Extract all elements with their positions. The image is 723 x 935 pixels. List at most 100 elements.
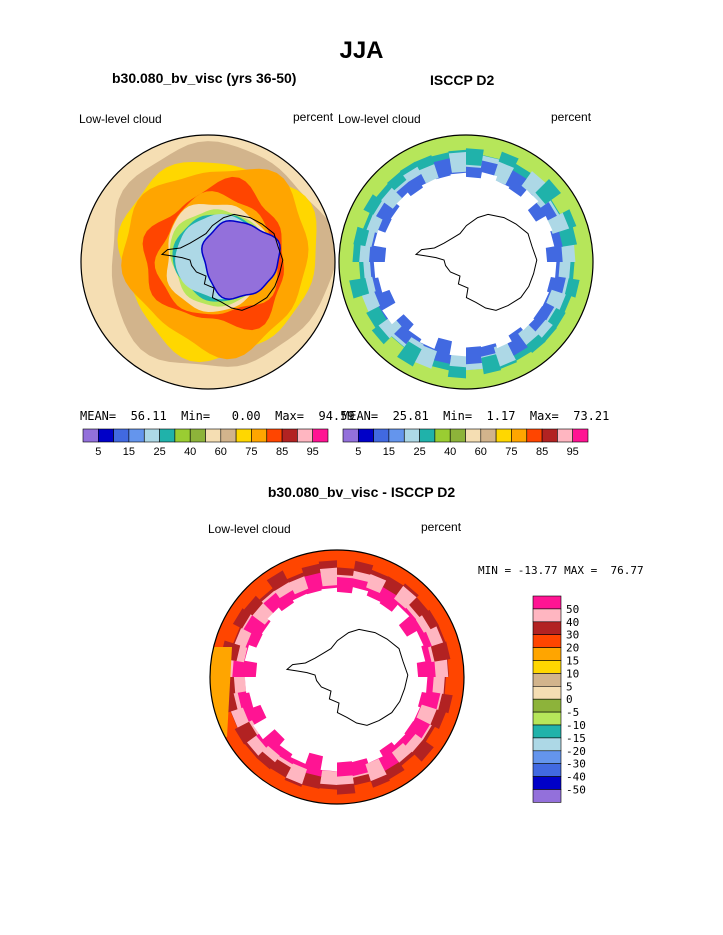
panel-2-map (338, 134, 594, 390)
panel-1-max: 94.59 (318, 409, 355, 423)
panel-3-colorbar-swatch (532, 621, 562, 635)
panel-1-colorbar-swatch (82, 428, 99, 443)
panel-2-colorbar-label: 60 (475, 446, 487, 458)
panel-1-colorbar-swatch (159, 428, 176, 443)
panel-2-colorbar: 5 15 25 40 60 75 85 95 (342, 428, 589, 458)
panel-3-colorbar-label: -40 (566, 771, 586, 784)
panel-2-title: ISCCP D2 (430, 72, 495, 88)
panel-3-missing (244, 587, 428, 772)
panel-3-colorbar-label: 0 (566, 693, 573, 706)
panel-1-colorbar-swatch (189, 428, 206, 443)
panel-2-mean-label: MEAN= (342, 409, 379, 423)
panel-3-left-label: Low-level cloud (208, 522, 291, 536)
panel-3-colorbar-label: -50 (566, 784, 586, 797)
panel-3-colorbar-swatch (532, 789, 562, 803)
panel-2-colorbar-swatch (403, 428, 420, 443)
panel-2-min: 1.17 (486, 409, 516, 423)
panel-3-colorbar-swatch (532, 711, 562, 726)
panel-1-left-label: Low-level cloud (79, 112, 162, 126)
panel-1-colorbar-swatch (174, 428, 191, 443)
panel-1-stats: MEAN= 56.11 Min= 0.00 Max= 94.59 (80, 409, 355, 423)
panel-1-colorbar-label: 15 (123, 446, 135, 458)
panel-2-colorbar-swatch (572, 428, 589, 443)
panel-2-max-label: Max= (529, 409, 559, 423)
panel-2-colorbar-label: 85 (536, 446, 548, 458)
panel-3-colorbar-label: 15 (566, 655, 579, 668)
panel-1-colorbar-label: 85 (276, 446, 288, 458)
panel-2-colorbar-label: 40 (444, 446, 456, 458)
panel-3-right-label: percent (421, 520, 462, 534)
panel-3-colorbar-label: -20 (566, 745, 586, 758)
panel-1-colorbar-swatch (251, 428, 267, 443)
panel-2-colorbar-swatch (465, 428, 482, 443)
panel-1-colorbar-swatch (113, 428, 130, 443)
panel-3-colorbar-label: -10 (566, 719, 586, 732)
panel-1-colorbar-swatch (266, 428, 283, 443)
panel-2-right-label: percent (551, 110, 592, 124)
panel-1-title: b30.080_bv_visc (yrs 36-50) (112, 70, 297, 86)
panel-3-colorbar-label: 20 (566, 642, 579, 655)
panel-3-colorbar-swatch (532, 763, 562, 777)
panel-2-colorbar-swatch (419, 428, 436, 443)
panel-1-interior (201, 220, 281, 300)
panel-2-colorbar-swatch (449, 428, 466, 443)
panel-2-coastline (414, 213, 538, 311)
panel-2-colorbar-label: 25 (413, 446, 425, 458)
panel-3-colorbar-label: 5 (566, 680, 573, 693)
panel-2-colorbar-swatch (495, 428, 512, 443)
panel-1-max-label: Max= (275, 409, 305, 423)
panel-1-colorbar: 5 15 25 40 60 75 85 95 (82, 428, 329, 458)
panel-2-colorbar-swatch (388, 428, 405, 443)
panel-1-colorbar-swatch (281, 428, 298, 443)
panel-3-colorbar-swatch (532, 737, 562, 752)
panel-1-coastline (160, 213, 284, 311)
panel-2-colorbar-swatch (541, 428, 558, 443)
panel-1-colorbar-label: 25 (153, 446, 165, 458)
panel-2-colorbar-label: 15 (383, 446, 395, 458)
panel-3-frame (209, 549, 465, 805)
panel-3-colorbar-label: 30 (566, 629, 579, 642)
panel-1-colorbar-swatch (205, 428, 222, 443)
panel-1-colorbar-swatch (312, 428, 329, 443)
panel-2-colorbar-swatch (373, 428, 390, 443)
panel-2-mean: 25.81 (392, 409, 429, 423)
panel-3-colorbar-swatch (532, 647, 562, 661)
panel-1-colorbar-label: 40 (184, 446, 196, 458)
panel-2-min-label: Min= (443, 409, 473, 423)
panel-1-colorbar-swatch (220, 428, 237, 443)
panel-3-map (209, 549, 465, 805)
panel-2-colorbar-label: 95 (567, 446, 579, 458)
panel-1-mean: 56.11 (130, 409, 167, 423)
panel-1-colorbar-swatch (235, 428, 252, 443)
panel-3-colorbar-swatch (532, 608, 562, 623)
panel-1-frame (80, 134, 336, 390)
panel-2-colorbar-label: 5 (355, 446, 361, 458)
panel-1-right-label: percent (293, 110, 334, 124)
panel-1-colorbar-swatch (128, 428, 145, 443)
panel-3-colorbar-label: 50 (566, 603, 579, 616)
panel-1-mean-label: MEAN= (80, 409, 117, 423)
panel-2-colorbar-swatch (357, 428, 374, 443)
panel-1-min-label: Min= (181, 409, 211, 423)
panel-1-colorbar-label: 95 (307, 446, 319, 458)
panel-2-colorbar-swatch (342, 428, 359, 443)
panel-3-colorbar-label: 40 (566, 616, 579, 629)
panel-2-stats: MEAN= 25.81 Min= 1.17 Max= 73.21 (342, 409, 609, 423)
panel-3-colorbar-label: -30 (566, 758, 586, 771)
panel-3-colorbar-label: -5 (566, 706, 579, 719)
panel-3-colorbar-label: -15 (566, 732, 586, 745)
panel-3-colorbar-swatch (532, 660, 562, 674)
panel-3-coastline (285, 628, 409, 726)
panel-2-colorbar-label: 75 (505, 446, 517, 458)
panel-1-colorbar-label: 60 (215, 446, 227, 458)
panel-1-colorbar-swatch (144, 428, 160, 443)
panel-1-colorbar-swatch (297, 428, 313, 443)
panel-3-colorbar-swatch (532, 634, 562, 648)
panel-2-left-label: Low-level cloud (338, 112, 421, 126)
panel-3-colorbar-swatch (532, 673, 562, 687)
panel-3-colorbar-label: 10 (566, 667, 579, 680)
panel-3-colorbar-swatch (532, 698, 562, 713)
panel-2-colorbar-swatch (526, 428, 543, 443)
